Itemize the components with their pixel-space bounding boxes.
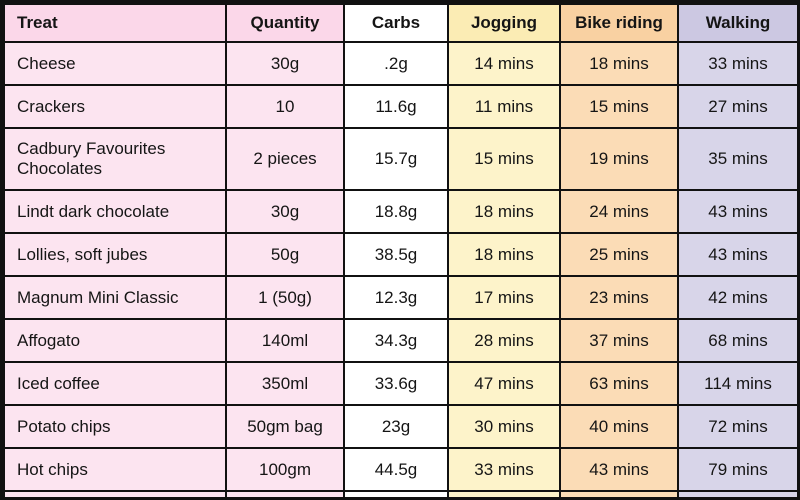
cell-carbs: 15.7g	[343, 127, 449, 191]
cell-walking: 43 mins	[677, 189, 797, 234]
partial-cell	[559, 490, 679, 497]
cell-bike-riding: 15 mins	[559, 84, 679, 129]
table-row: Magnum Mini Classic 1 (50g) 12.3g 17 min…	[3, 275, 797, 320]
cell-quantity: 100gm	[225, 447, 345, 492]
cell-walking: 72 mins	[677, 404, 797, 449]
cell-quantity: 50gm bag	[225, 404, 345, 449]
cell-bike-riding: 18 mins	[559, 41, 679, 86]
cell-quantity: 30g	[225, 41, 345, 86]
header-row: Treat Quantity Carbs Jogging Bike riding…	[3, 3, 797, 43]
cell-jogging: 33 mins	[447, 447, 561, 492]
cell-treat: Cheese	[3, 41, 227, 86]
cell-walking: 43 mins	[677, 232, 797, 277]
cell-jogging: 11 mins	[447, 84, 561, 129]
partial-cell	[225, 490, 345, 497]
cell-walking: 33 mins	[677, 41, 797, 86]
cell-bike-riding: 40 mins	[559, 404, 679, 449]
table-row: Cheese 30g .2g 14 mins 18 mins 33 mins	[3, 41, 797, 86]
cell-quantity: 1 (50g)	[225, 275, 345, 320]
cell-walking: 79 mins	[677, 447, 797, 492]
cell-jogging: 30 mins	[447, 404, 561, 449]
cell-bike-riding: 23 mins	[559, 275, 679, 320]
cell-jogging: 18 mins	[447, 232, 561, 277]
cell-bike-riding: 43 mins	[559, 447, 679, 492]
table-row: Affogato 140ml 34.3g 28 mins 37 mins 68 …	[3, 318, 797, 363]
cell-jogging: 15 mins	[447, 127, 561, 191]
cell-quantity: 50g	[225, 232, 345, 277]
cell-jogging: 14 mins	[447, 41, 561, 86]
cell-bike-riding: 63 mins	[559, 361, 679, 406]
cell-treat: Crackers	[3, 84, 227, 129]
cell-treat: Lollies, soft jubes	[3, 232, 227, 277]
table-row: Potato chips 50gm bag 23g 30 mins 40 min…	[3, 404, 797, 449]
cell-carbs: 23g	[343, 404, 449, 449]
cell-treat: Potato chips	[3, 404, 227, 449]
table-row: Cadbury Favourites Chocolates 2 pieces 1…	[3, 127, 797, 191]
cell-quantity: 2 pieces	[225, 127, 345, 191]
cell-quantity: 30g	[225, 189, 345, 234]
cell-jogging: 18 mins	[447, 189, 561, 234]
table-row: Lollies, soft jubes 50g 38.5g 18 mins 25…	[3, 232, 797, 277]
cell-quantity: 10	[225, 84, 345, 129]
cell-treat: Cadbury Favourites Chocolates	[3, 127, 227, 191]
cell-bike-riding: 24 mins	[559, 189, 679, 234]
cell-walking: 35 mins	[677, 127, 797, 191]
clipped-next-row	[3, 490, 797, 497]
cell-carbs: 38.5g	[343, 232, 449, 277]
col-header-treat: Treat	[3, 3, 227, 43]
cell-carbs: 12.3g	[343, 275, 449, 320]
cell-quantity: 140ml	[225, 318, 345, 363]
col-header-carbs: Carbs	[343, 3, 449, 43]
cell-walking: 68 mins	[677, 318, 797, 363]
cell-carbs: .2g	[343, 41, 449, 86]
cell-walking: 114 mins	[677, 361, 797, 406]
partial-cell	[343, 490, 449, 497]
cell-bike-riding: 37 mins	[559, 318, 679, 363]
col-header-quantity: Quantity	[225, 3, 345, 43]
treat-exercise-table: Treat Quantity Carbs Jogging Bike riding…	[3, 3, 797, 497]
cell-carbs: 44.5g	[343, 447, 449, 492]
partial-cell	[447, 490, 561, 497]
cell-treat: Affogato	[3, 318, 227, 363]
cell-treat: Iced coffee	[3, 361, 227, 406]
table-row: Iced coffee 350ml 33.6g 47 mins 63 mins …	[3, 361, 797, 406]
cell-jogging: 47 mins	[447, 361, 561, 406]
table-row: Hot chips 100gm 44.5g 33 mins 43 mins 79…	[3, 447, 797, 492]
cell-carbs: 18.8g	[343, 189, 449, 234]
cell-treat: Lindt dark chocolate	[3, 189, 227, 234]
cell-treat: Magnum Mini Classic	[3, 275, 227, 320]
cell-bike-riding: 19 mins	[559, 127, 679, 191]
cell-jogging: 28 mins	[447, 318, 561, 363]
cell-walking: 27 mins	[677, 84, 797, 129]
cell-treat: Hot chips	[3, 447, 227, 492]
col-header-bike-riding: Bike riding	[559, 3, 679, 43]
table-row: Crackers 10 11.6g 11 mins 15 mins 27 min…	[3, 84, 797, 129]
partial-cell	[3, 490, 227, 497]
cell-carbs: 34.3g	[343, 318, 449, 363]
cell-carbs: 11.6g	[343, 84, 449, 129]
cell-carbs: 33.6g	[343, 361, 449, 406]
cell-bike-riding: 25 mins	[559, 232, 679, 277]
cell-jogging: 17 mins	[447, 275, 561, 320]
partial-cell	[677, 490, 797, 497]
cell-walking: 42 mins	[677, 275, 797, 320]
col-header-walking: Walking	[677, 3, 797, 43]
cell-quantity: 350ml	[225, 361, 345, 406]
col-header-jogging: Jogging	[447, 3, 561, 43]
table-row: Lindt dark chocolate 30g 18.8g 18 mins 2…	[3, 189, 797, 234]
